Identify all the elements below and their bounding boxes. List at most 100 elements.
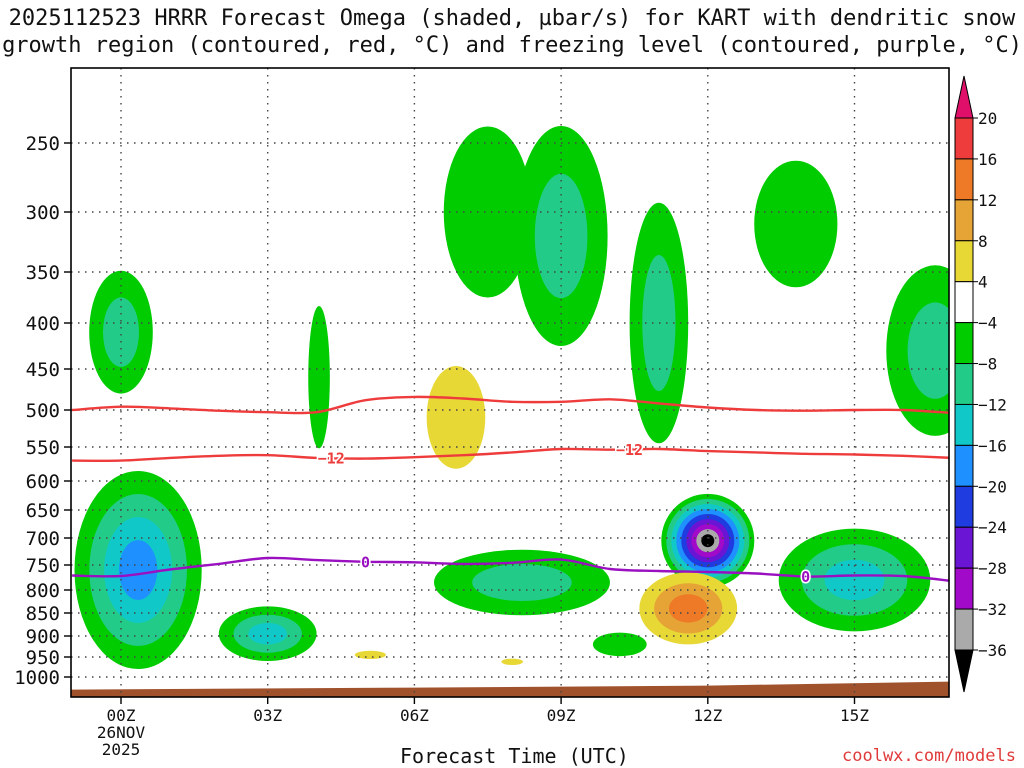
x-tick-label-03Z: 03Z — [253, 706, 282, 725]
colorbar-segment-11 — [954, 567, 974, 610]
y-tick-label-1000: 1000 — [14, 667, 60, 689]
x-tick-label-12Z: 12Z — [693, 706, 722, 725]
colorbar-label-4: 4 — [978, 273, 988, 292]
omega-core-12z — [661, 493, 755, 588]
colorbar-segment-12 — [954, 608, 974, 651]
colorbar-segment-1 — [954, 158, 974, 201]
freezing-level-contour-label-0: 0 — [361, 553, 370, 571]
colorbar-label-12: −32 — [978, 600, 1007, 619]
colorbar-segment-0 — [954, 117, 974, 160]
x-tick-label-09Z: 09Z — [547, 706, 576, 725]
colorbar-label-3: 8 — [978, 232, 988, 251]
colorbar-label-11: −28 — [978, 559, 1007, 578]
x-tick-sublabel-0: 26NOV — [97, 723, 146, 742]
omega-yellow-05z-sfc-level-0 — [354, 650, 386, 660]
omega-core-12z-level-8 — [701, 534, 715, 548]
credit-link[interactable]: coolwx.com/models — [842, 746, 1016, 766]
x-tick-label-06Z: 06Z — [400, 706, 429, 725]
omega-green-11z-column — [629, 202, 689, 444]
omega-yellow-08z-sfc-level-0 — [501, 658, 523, 665]
y-tick-label-350: 350 — [26, 262, 60, 284]
y-tick-label-800: 800 — [26, 580, 60, 602]
colorbar-segment-9 — [954, 485, 974, 528]
dgz-lower-contour-label-0: −12 — [318, 450, 345, 468]
ground-terrain — [71, 681, 949, 697]
colorbar-label-7: −12 — [978, 395, 1007, 414]
omega-green-07z-upper — [443, 126, 532, 298]
colorbar-label-8: −16 — [978, 436, 1007, 455]
colorbar-segment-5 — [954, 322, 974, 365]
colorbar-segment-10 — [954, 526, 974, 569]
freezing-level-contour — [72, 556, 949, 582]
x-tick-sublabel-1: 2025 — [102, 740, 141, 759]
omega-yellow-07z — [426, 366, 486, 469]
omega-green-00z-lower — [74, 471, 202, 669]
y-tick-label-900: 900 — [26, 626, 60, 648]
omega-green-03z-level-2 — [248, 622, 287, 645]
omega-green-08z-lower-level-1 — [472, 564, 572, 601]
dgz-lower-contour-label-1: −12 — [616, 441, 643, 459]
omega-yellow-05z-sfc — [354, 650, 386, 660]
colorbar-label-1: 16 — [978, 150, 997, 169]
y-tick-label-850: 850 — [26, 603, 60, 625]
colorbar-segment-2 — [954, 199, 974, 242]
y-tick-label-250: 250 — [26, 133, 60, 155]
contour-layer: −12 −12 0 0 — [72, 395, 949, 588]
omega-green-00z-lower-level-3 — [118, 540, 158, 600]
colorbar-bottom-arrow — [954, 649, 974, 693]
omega-green-00z-upper — [89, 270, 153, 394]
omega-green-04z-column-level-0 — [308, 306, 330, 449]
y-tick-label-500: 500 — [26, 400, 60, 422]
omega-green-07z-upper-level-0 — [443, 126, 532, 298]
colorbar-label-5: −4 — [978, 314, 997, 333]
x-tick-label-00Z: 00Z — [107, 706, 136, 725]
omega-green-00z-upper-level-1 — [103, 297, 139, 367]
dgz-lower-contour — [72, 447, 949, 463]
omega-green-13z-upper — [754, 160, 838, 288]
y-tick-label-950: 950 — [26, 647, 60, 669]
colorbar-label-0: 20 — [978, 109, 997, 128]
omega-green-10z-lower-level-0 — [592, 632, 647, 657]
colorbar-label-6: −8 — [978, 355, 997, 374]
omega-green-08z-lower — [433, 549, 610, 616]
chart-title-line-1: 2025112523 HRRR Forecast Omega (shaded, … — [8, 6, 1016, 31]
colorbar-label-13: −36 — [978, 641, 1007, 660]
omega-green-16z-upper-level-1 — [907, 302, 949, 399]
dgz-upper-contour — [72, 395, 949, 415]
omega-yellow-11z-lower — [639, 572, 738, 645]
y-tick-label-300: 300 — [26, 202, 60, 224]
x-axis-title: Forecast Time (UTC) — [400, 744, 629, 768]
colorbar-label-10: −24 — [978, 518, 1007, 537]
colorbar-segment-6 — [954, 363, 974, 405]
colorbar-segment-4 — [954, 281, 974, 324]
y-tick-label-450: 450 — [26, 359, 60, 381]
y-tick-label-550: 550 — [26, 437, 60, 459]
ground-layer — [71, 681, 949, 697]
omega-yellow-11z-lower-level-2 — [668, 594, 708, 623]
omega-yellow-07z-level-0 — [426, 366, 486, 469]
plot-frame — [70, 67, 950, 698]
colorbar-label-2: 12 — [978, 191, 997, 210]
axes-layer: 2503003504004505005506006507007508008509… — [14, 67, 950, 759]
colorbar-segment-7 — [954, 403, 974, 446]
colorbar-segment-3 — [954, 240, 974, 283]
freezing-level-contour-label-1: 0 — [801, 568, 810, 586]
omega-green-13z-upper-level-0 — [754, 160, 838, 288]
omega-green-16z-upper — [886, 265, 949, 436]
colorbar-top-arrow — [954, 75, 974, 119]
y-tick-label-650: 650 — [26, 500, 60, 522]
omega-shading-layer — [74, 126, 949, 669]
y-tick-label-400: 400 — [26, 313, 60, 335]
colorbar-label-9: −20 — [978, 477, 1007, 496]
omega-green-11z-column-level-1 — [642, 255, 676, 391]
colorbar-segment-8 — [954, 444, 974, 487]
y-tick-label-600: 600 — [26, 471, 60, 493]
omega-green-04z-column — [308, 306, 330, 449]
omega-yellow-08z-sfc — [501, 658, 523, 665]
colorbar: 20 16 12 8 4 −4 −8 −12 −16 −20 −24 −28 −32 −36 — [954, 75, 1007, 693]
omega-green-03z — [218, 606, 317, 661]
x-tick-label-15Z: 15Z — [840, 706, 869, 725]
y-tick-label-750: 750 — [26, 555, 60, 577]
y-tick-label-700: 700 — [26, 528, 60, 550]
